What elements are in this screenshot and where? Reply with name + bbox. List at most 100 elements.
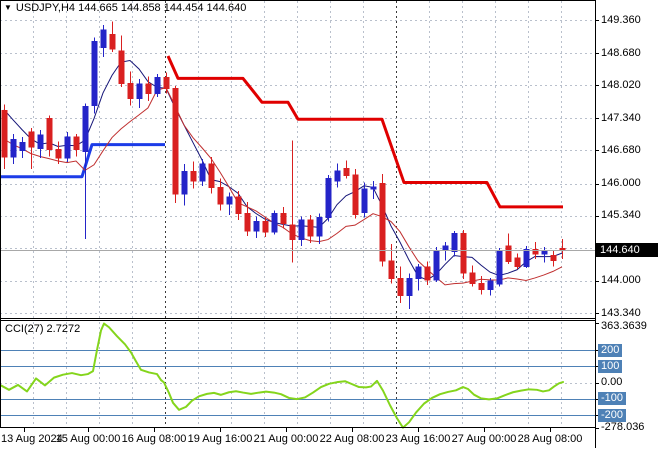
resistance-step-line: [166, 55, 563, 209]
price-axis-label: 149.360: [601, 13, 641, 26]
price-axis-label: 145.340: [601, 209, 641, 222]
candle-bull: [19, 142, 26, 151]
candle-bull: [181, 170, 188, 195]
grid-lines: [0, 1, 595, 427]
candle-bull: [325, 178, 332, 219]
candle-bear: [343, 167, 350, 177]
candle-bear: [424, 266, 431, 281]
candle-bull: [199, 163, 206, 182]
candle-bear: [55, 148, 62, 159]
price-axis-label: 143.340: [601, 306, 641, 319]
chart-title: ▼ USDJPY,H4 144.665 144.858 144.454 144.6…: [4, 2, 246, 15]
ma-navy-line: [3, 59, 563, 281]
candle-bear: [163, 76, 170, 90]
candle-bull: [64, 136, 71, 159]
candle-bear: [145, 83, 152, 94]
price-axis-label: 147.340: [601, 111, 641, 124]
candle-bull: [100, 29, 107, 48]
candle-bull: [523, 249, 530, 267]
candle-bull: [298, 219, 305, 241]
candle-bear: [235, 196, 242, 215]
candle-bear: [289, 224, 296, 241]
candle-bull: [415, 266, 422, 279]
candle-bull: [433, 250, 440, 281]
cci-level-badge: 200: [598, 343, 623, 357]
indicator-label: CCI(27) 2.7272: [5, 323, 81, 335]
time-axis-label: 22 Aug 08:00: [319, 433, 385, 445]
candle-bear: [505, 245, 512, 262]
cci-axis-label: -278.036: [601, 421, 645, 433]
cci-axis-label: 0.00: [601, 376, 623, 388]
candle-bull: [334, 170, 341, 182]
candle-bear: [172, 88, 179, 195]
candle-bull: [442, 245, 449, 252]
candle-bull: [82, 106, 89, 152]
cci-level-badge: -100: [598, 392, 627, 406]
candle-bear: [379, 183, 386, 262]
candle-bear: [208, 163, 215, 188]
symbol-title: USDJPY,H4: [15, 2, 76, 14]
candle-bear: [244, 213, 251, 232]
candle-bear: [478, 282, 485, 291]
candle-bear: [127, 82, 134, 99]
candle-bull: [271, 213, 278, 233]
candle-bull: [541, 251, 548, 255]
candle-bear: [388, 260, 395, 279]
symbol-dropdown-icon[interactable]: ▼: [4, 3, 12, 12]
cci-level-badge: 100: [598, 359, 623, 373]
candle-bull: [10, 139, 17, 158]
candle-bear: [460, 233, 467, 274]
price-axis-label: 146.680: [601, 143, 641, 156]
time-axis-label: 28 Aug 08:00: [517, 433, 583, 445]
candle-bull: [370, 186, 377, 190]
time-axis-label: 21 Aug 00:00: [253, 433, 319, 445]
time-axis-label: 15 Aug 00:00: [55, 433, 121, 445]
candle-bear: [307, 219, 314, 237]
candle-bear: [73, 136, 80, 150]
time-axis-label: 27 Aug 00:00: [451, 433, 517, 445]
candle-bull: [487, 280, 494, 291]
moving-average-lines: [3, 59, 563, 286]
time-axis-label: 23 Aug 16:00: [385, 433, 451, 445]
candle-bull: [406, 277, 413, 296]
candlestick-series: [1, 21, 566, 310]
cci-axis-label: 363.3639: [601, 320, 647, 332]
candle-bear: [280, 213, 287, 224]
support-step-line: [0, 143, 165, 179]
candle-bear: [469, 272, 476, 284]
candle-bull: [154, 76, 161, 94]
time-axis-label: 16 Aug 08:00: [121, 433, 187, 445]
candle-bear: [1, 110, 8, 158]
candle-bear: [514, 257, 521, 267]
candle-bear: [28, 131, 35, 148]
time-axis-label: 13 Aug 2024: [1, 433, 63, 445]
candle-bull: [451, 233, 458, 253]
candle-bear: [262, 220, 269, 233]
candle-bear: [532, 249, 539, 255]
time-axis-label: 19 Aug 16:00: [187, 433, 253, 445]
candle-bull: [91, 40, 98, 107]
price-axis-label: 148.680: [601, 46, 641, 59]
candle-bear: [46, 117, 53, 150]
candle-bull: [496, 250, 503, 285]
candle-bear: [190, 170, 197, 182]
price-axis-label: 146.000: [601, 177, 641, 190]
candle-bull: [37, 134, 44, 149]
candle-bear: [118, 50, 125, 84]
price-axis-label: 148.020: [601, 78, 641, 91]
candle-bull: [226, 196, 233, 205]
candle-bear: [550, 255, 557, 261]
cci-level-badge: -200: [598, 408, 627, 422]
candle-bull: [361, 188, 368, 214]
panel-borders: [0, 0, 599, 448]
candle-bull: [316, 217, 323, 237]
quote-ohlc: 144.665 144.858 144.454 144.640: [78, 2, 247, 14]
candle-bull: [253, 220, 260, 232]
cci-line: [0, 322, 564, 429]
trend-step-lines: [0, 55, 563, 209]
candle-bear: [352, 174, 359, 216]
candle-bear: [109, 34, 116, 50]
current-price-badge: 144.640: [596, 243, 658, 257]
